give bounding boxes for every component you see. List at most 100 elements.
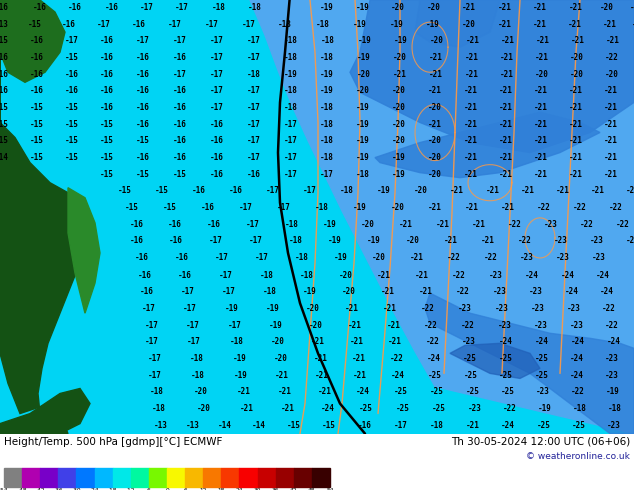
Text: -23: -23 xyxy=(468,404,482,413)
Text: 48: 48 xyxy=(308,489,316,490)
Text: -12: -12 xyxy=(126,489,136,490)
Text: -22: -22 xyxy=(605,53,619,62)
Text: -21: -21 xyxy=(465,53,479,62)
Text: -20: -20 xyxy=(393,53,407,62)
Text: -13: -13 xyxy=(154,421,168,430)
Polygon shape xyxy=(58,468,77,487)
Text: -20: -20 xyxy=(357,70,371,79)
Text: -25: -25 xyxy=(396,404,410,413)
Text: -36: -36 xyxy=(54,489,63,490)
Text: -19: -19 xyxy=(353,20,367,28)
Text: -21: -21 xyxy=(534,153,548,162)
Text: -21: -21 xyxy=(314,354,328,363)
Text: -19: -19 xyxy=(284,70,298,79)
Text: -23: -23 xyxy=(495,304,509,313)
Text: -17: -17 xyxy=(65,36,79,45)
Text: -17: -17 xyxy=(175,2,189,12)
Text: -15: -15 xyxy=(0,103,9,112)
Text: -19: -19 xyxy=(394,36,408,45)
Text: -21: -21 xyxy=(275,371,289,380)
Text: -21: -21 xyxy=(535,53,549,62)
Text: -17: -17 xyxy=(247,103,261,112)
Text: -19: -19 xyxy=(323,220,337,229)
Text: 0: 0 xyxy=(165,489,169,490)
Text: -25: -25 xyxy=(394,387,408,396)
Text: -25: -25 xyxy=(430,387,444,396)
Text: -23: -23 xyxy=(536,387,550,396)
Text: -14: -14 xyxy=(0,153,9,162)
Text: -15: -15 xyxy=(100,136,114,145)
Text: -15: -15 xyxy=(322,421,336,430)
Text: -21: -21 xyxy=(315,371,329,380)
Text: 54: 54 xyxy=(327,489,333,490)
Text: -21: -21 xyxy=(500,70,514,79)
Text: -24: -24 xyxy=(321,404,335,413)
Text: -21: -21 xyxy=(568,20,582,28)
Text: -17: -17 xyxy=(284,170,298,179)
Text: -16: -16 xyxy=(0,53,9,62)
Text: -23: -23 xyxy=(458,304,472,313)
Text: -22: -22 xyxy=(616,220,630,229)
Text: -19: -19 xyxy=(356,103,370,112)
Text: -17: -17 xyxy=(247,136,261,145)
Text: -23: -23 xyxy=(554,236,568,245)
Text: -18: -18 xyxy=(108,489,117,490)
Text: -18: -18 xyxy=(212,2,226,12)
Text: -21: -21 xyxy=(534,136,548,145)
Text: -17: -17 xyxy=(266,186,280,195)
Text: -25: -25 xyxy=(535,354,549,363)
Text: -16: -16 xyxy=(173,120,187,129)
Text: -17: -17 xyxy=(284,120,298,129)
Text: -21: -21 xyxy=(499,86,513,95)
Text: -22: -22 xyxy=(452,270,466,280)
Text: -17: -17 xyxy=(247,120,261,129)
Text: -15: -15 xyxy=(28,20,42,28)
Text: -24: -24 xyxy=(356,387,370,396)
Polygon shape xyxy=(312,468,330,487)
Text: -24: -24 xyxy=(90,489,100,490)
Text: -13: -13 xyxy=(0,20,9,28)
Text: -21: -21 xyxy=(472,220,486,229)
Text: -22: -22 xyxy=(571,387,585,396)
Text: -23: -23 xyxy=(529,287,543,295)
Text: -17: -17 xyxy=(394,421,408,430)
Polygon shape xyxy=(0,389,90,434)
Text: -16: -16 xyxy=(62,20,76,28)
Text: -15: -15 xyxy=(30,153,44,162)
Text: -15: -15 xyxy=(30,136,44,145)
Polygon shape xyxy=(257,468,276,487)
Text: -16: -16 xyxy=(247,170,261,179)
Polygon shape xyxy=(94,468,113,487)
Text: -22: -22 xyxy=(573,203,587,212)
Text: -25: -25 xyxy=(535,371,549,380)
Text: -24: -24 xyxy=(607,337,621,346)
Text: -16: -16 xyxy=(358,421,372,430)
Text: -19: -19 xyxy=(269,321,283,330)
Text: -21: -21 xyxy=(381,287,395,295)
Text: -21: -21 xyxy=(481,236,495,245)
Text: -16: -16 xyxy=(169,236,183,245)
Text: 18: 18 xyxy=(217,489,225,490)
Text: -21: -21 xyxy=(444,236,458,245)
Text: -22: -22 xyxy=(424,321,438,330)
Text: -20: -20 xyxy=(428,153,442,162)
Polygon shape xyxy=(250,0,634,434)
Text: -18: -18 xyxy=(320,120,334,129)
Polygon shape xyxy=(0,0,82,434)
Text: -18: -18 xyxy=(284,103,298,112)
Polygon shape xyxy=(425,293,634,434)
Text: -16: -16 xyxy=(136,153,150,162)
Text: -21: -21 xyxy=(569,153,583,162)
Text: -21: -21 xyxy=(569,136,583,145)
Text: -21: -21 xyxy=(377,270,391,280)
Text: 6: 6 xyxy=(183,489,187,490)
Text: -18: -18 xyxy=(320,136,334,145)
Text: -17: -17 xyxy=(140,2,154,12)
Text: -16: -16 xyxy=(100,103,114,112)
Text: -22: -22 xyxy=(390,354,404,363)
Text: -17: -17 xyxy=(173,70,187,79)
Text: -20: -20 xyxy=(605,70,619,79)
Text: -21: -21 xyxy=(604,170,618,179)
Text: -21: -21 xyxy=(536,36,550,45)
Text: -20: -20 xyxy=(372,253,386,263)
